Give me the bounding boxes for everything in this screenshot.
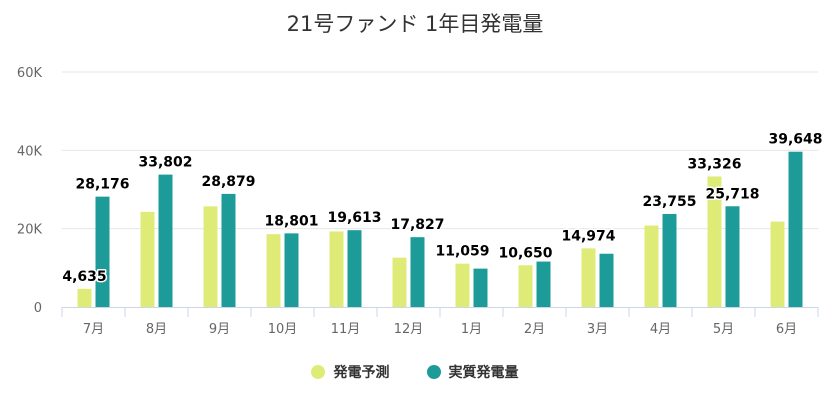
data-label: 39,648 xyxy=(768,132,822,148)
bar xyxy=(707,176,722,307)
data-label: 19,613 xyxy=(327,210,381,226)
data-label: 10,650 xyxy=(498,245,552,261)
bar xyxy=(140,211,155,307)
data-label: 33,326 xyxy=(687,156,741,172)
x-tick-label: 9月 xyxy=(209,322,230,337)
x-tick-label: 3月 xyxy=(587,322,608,337)
x-tick-label: 2月 xyxy=(524,322,545,337)
bar xyxy=(77,288,92,307)
x-tick-label: 11月 xyxy=(331,322,361,337)
data-label: 18,801 xyxy=(264,213,318,229)
x-tick-label: 4月 xyxy=(650,322,671,337)
bar xyxy=(266,234,281,307)
x-tick-label: 8月 xyxy=(146,322,167,337)
legend: 発電予測 実質発電量 xyxy=(0,362,830,383)
bar xyxy=(536,261,551,307)
x-tick-label: 6月 xyxy=(776,322,797,337)
bar xyxy=(644,225,659,307)
data-label: 14,974 xyxy=(561,228,615,244)
bar xyxy=(392,257,407,307)
data-label: 23,755 xyxy=(642,194,696,210)
legend-marker-forecast xyxy=(311,365,326,379)
y-tick-label: 40K xyxy=(17,144,43,159)
legend-label-actual: 実質発電量 xyxy=(448,365,519,381)
bar xyxy=(581,248,596,307)
x-tick-label: 1月 xyxy=(461,322,482,337)
bar xyxy=(455,263,470,307)
chart-title: 21号ファンド 1年目発電量 xyxy=(286,12,544,36)
bar xyxy=(725,206,740,307)
bar xyxy=(518,265,533,307)
bar xyxy=(329,231,344,307)
legend-item-actual[interactable]: 実質発電量 xyxy=(426,362,519,382)
bar xyxy=(410,237,425,307)
x-tick-label: 12月 xyxy=(394,322,424,337)
bar xyxy=(203,206,218,307)
bar xyxy=(221,193,236,307)
bar xyxy=(347,230,362,307)
bar xyxy=(770,221,785,307)
data-label: 11,059 xyxy=(435,244,489,260)
y-tick-label: 0 xyxy=(34,301,42,316)
x-tick-label: 10月 xyxy=(268,322,298,337)
x-tick-label: 5月 xyxy=(713,322,734,337)
bar xyxy=(599,253,614,307)
y-tick-label: 60K xyxy=(17,66,43,81)
data-label: 4,635 xyxy=(62,269,106,285)
y-tick-label: 20K xyxy=(17,223,43,238)
x-tick-label: 7月 xyxy=(83,322,104,337)
data-label: 17,827 xyxy=(390,217,444,233)
bar xyxy=(473,268,488,307)
bar xyxy=(158,174,173,307)
legend-item-forecast[interactable]: 発電予測 xyxy=(311,362,389,382)
data-label: 28,879 xyxy=(201,174,255,190)
bar xyxy=(662,213,677,307)
bar xyxy=(284,233,299,307)
legend-marker-actual xyxy=(426,365,441,379)
data-label: 25,718 xyxy=(705,186,759,202)
data-label: 33,802 xyxy=(138,155,192,171)
bar xyxy=(95,196,110,307)
bar xyxy=(788,151,803,307)
data-label: 28,176 xyxy=(75,177,129,193)
legend-label-forecast: 発電予測 xyxy=(333,365,390,381)
